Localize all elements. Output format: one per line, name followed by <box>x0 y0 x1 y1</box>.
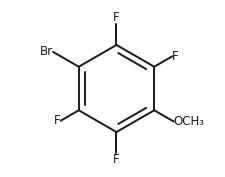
Text: F: F <box>113 153 119 166</box>
Text: F: F <box>113 11 119 24</box>
Text: F: F <box>171 50 178 63</box>
Text: Br: Br <box>40 45 53 58</box>
Text: OCH₃: OCH₃ <box>173 115 204 128</box>
Text: F: F <box>54 114 60 127</box>
